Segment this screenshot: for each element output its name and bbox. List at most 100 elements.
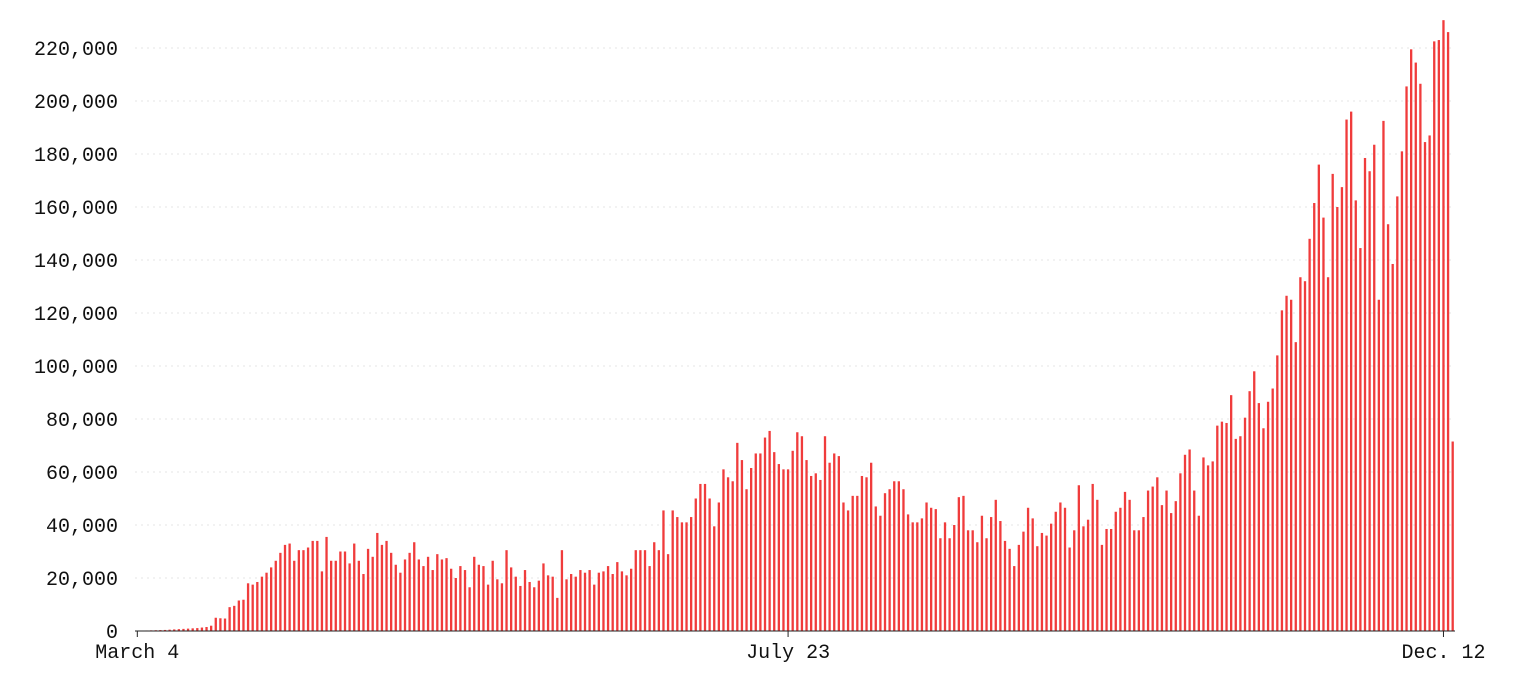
bar <box>814 473 817 631</box>
bar <box>306 547 310 631</box>
bar <box>1110 528 1113 631</box>
bar <box>1119 507 1122 631</box>
bar <box>1419 83 1422 631</box>
bar <box>168 629 171 631</box>
bar <box>233 605 236 631</box>
bar <box>1336 207 1339 631</box>
bar <box>228 607 231 631</box>
bar <box>454 578 457 631</box>
bar <box>348 563 351 631</box>
bar <box>1322 217 1325 631</box>
y-tick-label: 100,000 <box>34 357 118 380</box>
bar <box>588 570 591 631</box>
bar <box>1211 461 1214 631</box>
bar <box>597 572 600 631</box>
bar <box>726 477 730 631</box>
bar <box>1063 507 1067 631</box>
y-tick-label: 80,000 <box>46 410 118 433</box>
bar <box>722 469 725 631</box>
bar <box>1317 164 1320 631</box>
bar <box>828 462 831 631</box>
bar <box>1386 224 1390 632</box>
bar <box>833 453 836 631</box>
bar <box>288 543 291 631</box>
bar <box>186 628 190 631</box>
bar <box>1022 531 1025 632</box>
bar <box>1340 187 1344 632</box>
bar <box>431 570 434 631</box>
bar <box>1423 142 1427 631</box>
bar <box>625 575 628 631</box>
bar <box>459 566 462 631</box>
bar <box>265 572 268 631</box>
bar <box>911 522 914 631</box>
bar <box>1036 546 1039 631</box>
bar <box>1082 526 1085 631</box>
bar <box>1045 535 1048 631</box>
bar <box>1433 41 1436 632</box>
bar <box>800 436 804 631</box>
bar <box>320 571 324 632</box>
bar <box>210 625 213 631</box>
bar <box>930 507 933 631</box>
bar <box>1363 157 1367 632</box>
bar <box>1096 499 1099 631</box>
bar <box>390 552 393 631</box>
bar <box>740 460 744 631</box>
bar <box>639 550 642 631</box>
bar <box>242 599 245 631</box>
bar <box>191 628 194 631</box>
bar <box>648 566 651 631</box>
bar <box>1368 171 1371 632</box>
bar <box>371 556 374 631</box>
bar <box>773 452 776 632</box>
bar <box>1257 403 1260 631</box>
bar <box>316 540 319 631</box>
bar <box>750 468 753 631</box>
bar <box>1174 501 1177 631</box>
bar <box>897 481 900 631</box>
bar <box>399 572 402 631</box>
bar <box>1133 530 1136 631</box>
y-tick-label: 180,000 <box>34 145 118 168</box>
bar <box>330 560 333 631</box>
bar <box>182 628 185 631</box>
bar <box>1400 151 1404 631</box>
bar <box>957 497 960 631</box>
bar <box>205 627 208 631</box>
bar <box>366 548 370 631</box>
bar <box>510 567 513 631</box>
bar <box>1220 421 1224 631</box>
bar <box>916 522 919 631</box>
bar <box>754 453 757 631</box>
bar <box>1428 135 1431 631</box>
bar <box>223 618 227 631</box>
bar <box>408 552 411 631</box>
bar <box>579 570 582 631</box>
bar <box>823 436 827 631</box>
bar <box>883 493 887 631</box>
bar <box>920 518 924 632</box>
bar <box>888 489 891 631</box>
bar <box>505 550 508 631</box>
bar <box>1059 502 1062 631</box>
bar <box>671 510 674 631</box>
bar <box>1202 457 1205 631</box>
bar <box>496 579 499 631</box>
bar <box>791 450 794 631</box>
bar <box>440 559 444 631</box>
bar <box>1253 371 1256 631</box>
bar <box>634 550 637 631</box>
y-tick-label: 20,000 <box>46 569 118 592</box>
bar <box>1197 515 1200 631</box>
bar <box>713 526 716 631</box>
bar <box>1156 477 1159 631</box>
bar <box>879 515 882 631</box>
bar <box>500 583 504 631</box>
bar <box>934 509 937 631</box>
bar <box>980 515 984 631</box>
bar <box>1137 530 1140 631</box>
bar <box>1188 449 1191 631</box>
